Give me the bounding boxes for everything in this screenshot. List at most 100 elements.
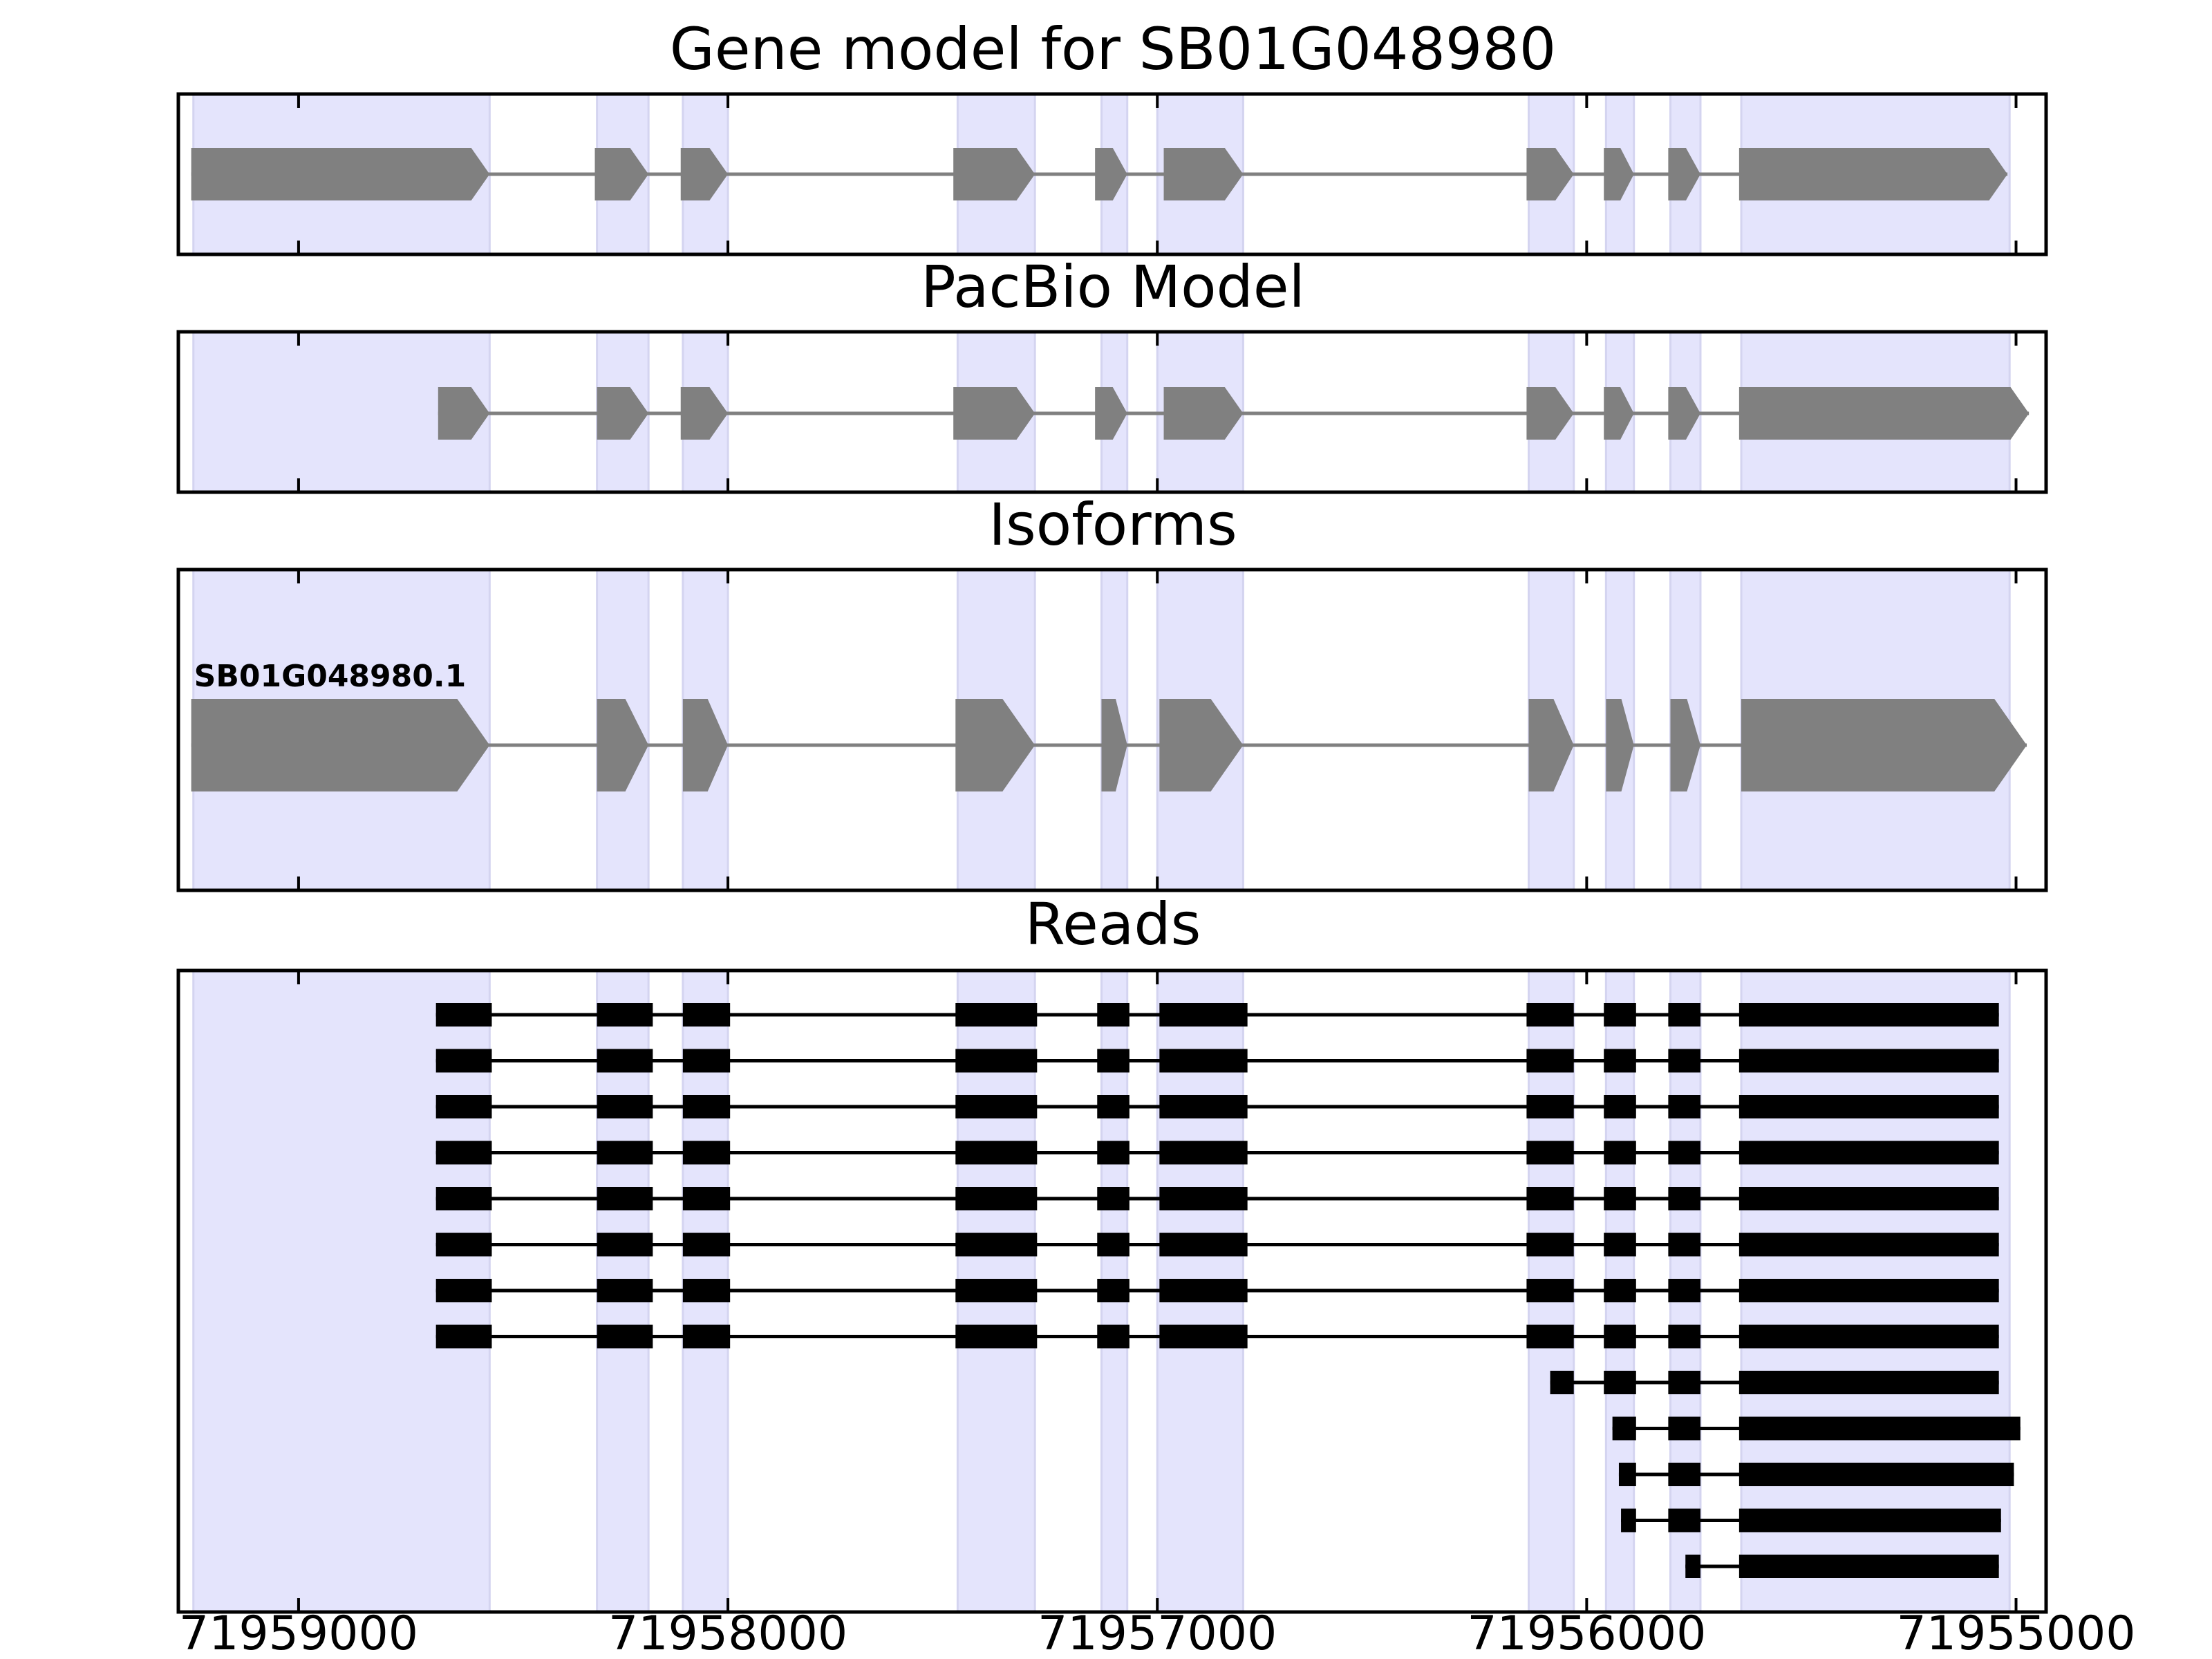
exon-block — [1668, 387, 1700, 440]
read-exon-block — [1604, 1371, 1636, 1394]
read-exon-block — [1604, 1003, 1636, 1027]
read-exon-block — [1526, 1049, 1574, 1073]
read-exon-block — [1668, 1463, 1700, 1486]
read-exon-block — [435, 1232, 492, 1257]
read-exon-block — [1159, 1095, 1248, 1118]
read-exon-block — [1159, 1324, 1248, 1349]
read-exon-block — [955, 1187, 1038, 1210]
read-exon-block — [1526, 1232, 1574, 1257]
read-exon-block — [597, 1141, 653, 1165]
read-exon-block — [1526, 1003, 1574, 1027]
read-exon-block — [1097, 1232, 1130, 1257]
panel-title-isoforms: Isoforms — [988, 491, 1237, 559]
exon-block — [191, 148, 490, 200]
panel-title-gene-model: Gene model for SB01G048980 — [670, 15, 1556, 83]
read-exon-block — [1668, 1141, 1700, 1165]
panel-frame — [176, 968, 2048, 1614]
exon-block — [680, 148, 729, 200]
read-exon-block — [1668, 1324, 1700, 1349]
read-exon-block — [1097, 1095, 1130, 1118]
read-exon-block — [1159, 1003, 1248, 1027]
read-exon-block — [597, 1095, 653, 1118]
panel-frame — [176, 92, 2048, 256]
read-exon-block — [1526, 1187, 1574, 1210]
exon-block — [1159, 699, 1244, 791]
read-exon-block — [1159, 1279, 1248, 1302]
read-exon-block — [1738, 1003, 1999, 1027]
exon-block — [597, 387, 649, 440]
read-exon-block — [1526, 1095, 1574, 1118]
exon-block — [1528, 699, 1574, 791]
panel-title-pacbio-model: PacBio Model — [921, 253, 1305, 321]
read-exon-block — [955, 1324, 1038, 1349]
exon-block — [1604, 387, 1634, 440]
exon-block — [953, 148, 1035, 200]
read-exon-block — [1526, 1324, 1574, 1349]
read-exon-block — [1668, 1279, 1700, 1302]
exon-block — [1095, 387, 1127, 440]
read-exon-block — [1738, 1095, 1999, 1118]
read-exon-block — [435, 1049, 492, 1073]
read-exon-block — [597, 1187, 653, 1210]
x-axis-tick-labels: 71959000 71958000 71957000 71956000 71955000 — [179, 1606, 2136, 1659]
read-exon-block — [1604, 1095, 1636, 1118]
read-exon-block — [1668, 1003, 1700, 1027]
read-exon-block — [1097, 1049, 1130, 1073]
read-exon-block — [1668, 1371, 1700, 1394]
read-exon-block — [1738, 1371, 1999, 1394]
exon-block — [1738, 387, 2030, 440]
read-exon-block — [682, 1141, 731, 1165]
read-exon-block — [1738, 1463, 2014, 1486]
exon-block — [594, 148, 649, 200]
exon-block — [438, 387, 490, 440]
read-exon-block — [955, 1141, 1038, 1165]
read-exon-block — [435, 1095, 492, 1118]
x-tick-label: 71956000 — [1467, 1606, 1706, 1659]
exon-block — [1526, 148, 1574, 200]
read-exon-block — [1550, 1371, 1574, 1394]
read-exon-block — [1097, 1324, 1130, 1349]
exon-block — [597, 699, 649, 791]
isoform-label: SB01G048980.1 — [194, 659, 467, 694]
read-exon-block — [682, 1003, 731, 1027]
read-exon-block — [1668, 1508, 1700, 1533]
exon-block — [1606, 699, 1634, 791]
read-exon-block — [597, 1324, 653, 1349]
read-exon-block — [1097, 1003, 1130, 1027]
read-exon-block — [1159, 1141, 1248, 1165]
read-exon-block — [435, 1003, 492, 1027]
read-exon-block — [682, 1232, 731, 1257]
read-exon-block — [1738, 1141, 1999, 1165]
read-exon-block — [1604, 1141, 1636, 1165]
read-exon-block — [1159, 1187, 1248, 1210]
exon-block — [1163, 387, 1244, 440]
exon-block — [1668, 148, 1700, 200]
read-exon-block — [682, 1049, 731, 1073]
exon-block — [1741, 699, 2027, 791]
read-exon-block — [597, 1003, 653, 1027]
exon-block — [1604, 148, 1634, 200]
read-exon-block — [435, 1279, 492, 1302]
exon-block — [1101, 699, 1127, 791]
read-exon-block — [1097, 1141, 1130, 1165]
read-exon-block — [682, 1279, 731, 1302]
x-tick-label: 71957000 — [1038, 1606, 1277, 1659]
read-exon-block — [1668, 1232, 1700, 1257]
read-exon-block — [955, 1049, 1038, 1073]
read-exon-block — [1097, 1279, 1130, 1302]
read-exon-block — [1738, 1187, 1999, 1210]
read-exon-block — [1685, 1555, 1700, 1578]
read-exon-block — [1668, 1187, 1700, 1210]
gene-model-panel — [176, 92, 2048, 256]
read-exon-block — [1604, 1324, 1636, 1349]
read-exon-block — [1738, 1416, 2021, 1441]
pacbio-model-panel — [176, 330, 2048, 494]
read-exon-block — [955, 1232, 1038, 1257]
exon-block — [953, 387, 1035, 440]
read-exon-block — [1526, 1279, 1574, 1302]
read-exon-block — [1621, 1508, 1636, 1533]
read-exon-block — [435, 1324, 492, 1349]
exon-block — [1738, 148, 2008, 200]
read-exon-block — [1668, 1095, 1700, 1118]
isoforms-panel: SB01G048980.1 — [176, 568, 2048, 892]
